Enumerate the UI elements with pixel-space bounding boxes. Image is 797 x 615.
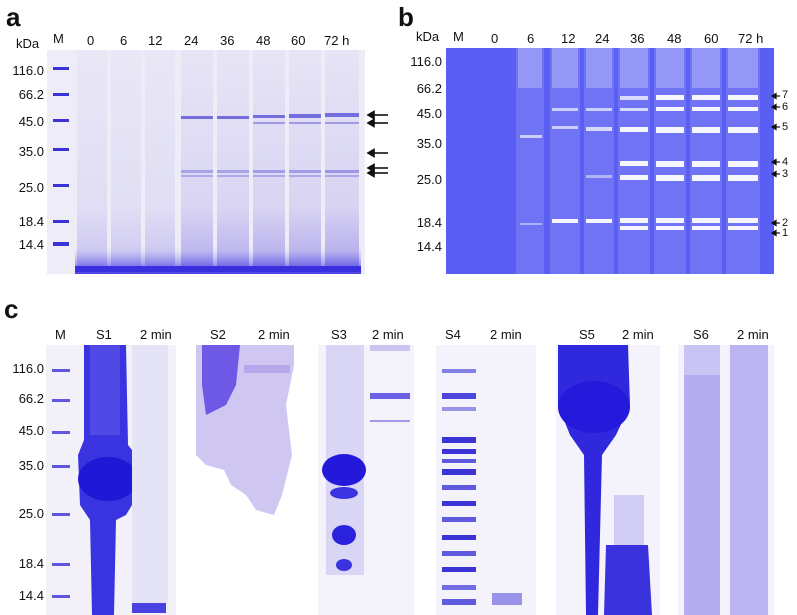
panel-a-lane-36: 36 <box>220 33 235 48</box>
panel-b-lane-0: 0 <box>491 31 499 46</box>
panel-c-s6-time: 2 min <box>737 327 769 342</box>
panel-b-band-5: 5 <box>782 121 789 133</box>
panel-a-arrows <box>366 110 388 178</box>
panel-b-kda-label: kDa <box>416 29 440 44</box>
panel-a-lane-72h: 72 h <box>324 33 350 48</box>
panel-b-band-1: 1 <box>782 227 789 239</box>
panel-a-lane-6: 6 <box>120 33 128 48</box>
panel-c-s3-time: 2 min <box>372 327 404 342</box>
panel-c-s2-time: 2 min <box>258 327 290 342</box>
panel-a-lane-60: 60 <box>291 33 306 48</box>
panel-b-mw-45: 45.0 <box>416 106 442 121</box>
panel-b-mw-35: 35.0 <box>416 136 442 151</box>
panel-b-letter: b <box>398 2 414 32</box>
panel-c-marker-label: M <box>55 327 66 342</box>
panel-a-lane-12: 12 <box>148 33 163 48</box>
panel-c-s4-time: 2 min <box>490 327 522 342</box>
marker-band <box>53 119 69 122</box>
panel-b-mw-18: 18.4 <box>416 215 442 230</box>
panel-b-mw-116: 116.0 <box>410 54 442 69</box>
panel-b-lane-60: 60 <box>704 31 719 46</box>
panel-c-mw-18: 18.4 <box>18 556 44 571</box>
panel-c-gel-s4 <box>436 345 536 615</box>
panel-c-s4-label: S4 <box>445 327 461 342</box>
panel-a-letter: a <box>6 2 21 32</box>
panel-c-gel-s5 <box>556 345 660 615</box>
panel-c-s1-time: 2 min <box>140 327 172 342</box>
panel-a-mw-66: 66.2 <box>18 87 44 102</box>
panel-a-mw-35: 35.0 <box>18 144 44 159</box>
panel-c-gel-s1 <box>46 345 176 615</box>
panel-b-mw-14: 14.4 <box>416 239 442 254</box>
panel-b-band-arrows <box>770 92 780 237</box>
panel-b-marker-label: M <box>453 29 464 44</box>
panel-c-s5-label: S5 <box>579 327 595 342</box>
panel-a-gel <box>47 50 365 274</box>
panel-c-mw-25: 25.0 <box>18 506 44 521</box>
panel-b-band-4: 4 <box>782 156 789 168</box>
panel-b-band-7: 7 <box>782 89 789 101</box>
panel-a-mw-45: 45.0 <box>18 114 44 129</box>
panel-b-band-3: 3 <box>782 168 789 180</box>
panel-c-gel-s6 <box>678 345 774 615</box>
panel-a-lane-0: 0 <box>87 33 95 48</box>
panel-b-lane-24: 24 <box>595 31 610 46</box>
panel-c-mw-35: 35.0 <box>18 458 44 473</box>
panel-a-lane-48: 48 <box>256 33 271 48</box>
panel-b-lane-36: 36 <box>630 31 645 46</box>
marker-band <box>53 93 69 96</box>
marker-band <box>53 220 69 223</box>
panel-a-mw-14: 14.4 <box>18 237 44 252</box>
panel-c-mw-14: 14.4 <box>18 588 44 603</box>
panel-b-mw-25: 25.0 <box>416 172 442 187</box>
panel-c-gel-s2 <box>196 345 294 525</box>
panel-b-band-6: 6 <box>782 101 789 113</box>
marker-band <box>53 184 69 187</box>
panel-b-gel <box>446 48 774 274</box>
marker-band <box>53 148 69 151</box>
panel-b-band-2: 2 <box>782 217 789 229</box>
panel-a-marker-label: M <box>53 31 64 46</box>
panel-c-s5-time: 2 min <box>622 327 654 342</box>
panel-b-lane-12: 12 <box>561 31 576 46</box>
panel-c-mw-116: 116.0 <box>12 361 44 376</box>
marker-band <box>53 242 69 246</box>
panel-c-s3-label: S3 <box>331 327 347 342</box>
marker-band <box>53 67 69 70</box>
panel-b-lane-6: 6 <box>527 31 535 46</box>
panel-b-lane-48: 48 <box>667 31 682 46</box>
panel-a-lane-24: 24 <box>184 33 199 48</box>
panel-a-mw-25: 25.0 <box>18 180 44 195</box>
panel-c-s6-label: S6 <box>693 327 709 342</box>
panel-c-s2-label: S2 <box>210 327 226 342</box>
panel-a-mw-18: 18.4 <box>18 214 44 229</box>
panel-c-s1-label: S1 <box>96 327 112 342</box>
panel-a-mw-116: 116.0 <box>12 63 44 78</box>
panel-c-letter: c <box>4 294 19 324</box>
panel-b-lane-72h: 72 h <box>738 31 764 46</box>
panel-a-kda-label: kDa <box>16 36 40 51</box>
panel-b-mw-66: 66.2 <box>416 81 442 96</box>
panel-c-gel-s3 <box>318 345 414 615</box>
panel-c-mw-45: 45.0 <box>18 423 44 438</box>
panel-c-mw-66: 66.2 <box>18 391 44 406</box>
